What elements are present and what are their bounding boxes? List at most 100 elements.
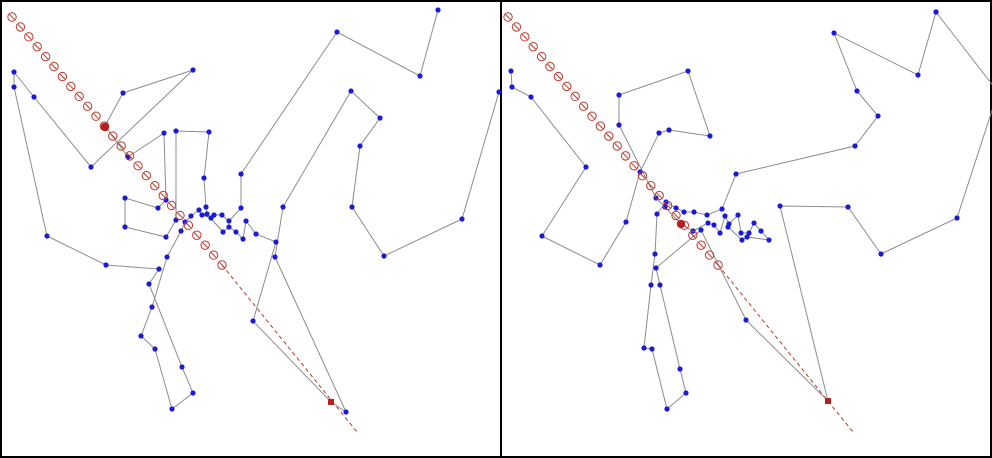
- sweep-marker-slash: [580, 103, 587, 110]
- sweep-marker-slash: [193, 232, 200, 239]
- city-node: [152, 346, 158, 352]
- city-node: [146, 281, 152, 287]
- sweep-marker-slash: [505, 14, 511, 20]
- city-node: [188, 213, 194, 219]
- city-node: [683, 390, 689, 396]
- city-node: [744, 234, 750, 240]
- sweep-marker: [511, 22, 522, 32]
- sweep-marker-slash: [664, 202, 671, 209]
- city-node: [649, 346, 655, 352]
- sweep-marker-slash: [34, 43, 41, 50]
- sweep-marker: [175, 210, 185, 221]
- city-node: [704, 212, 710, 218]
- sweep-marker-slash: [59, 73, 66, 80]
- sweep-marker-slash: [219, 262, 225, 268]
- city-node: [250, 318, 256, 324]
- sweep-marker-slash: [563, 83, 570, 90]
- city-node: [698, 227, 704, 233]
- sweep-marker: [66, 81, 76, 92]
- sweep-marker: [57, 71, 68, 82]
- city-node: [377, 115, 383, 121]
- city-node: [597, 262, 603, 268]
- sweep-marker-slash: [168, 202, 175, 209]
- city-node: [196, 207, 202, 213]
- city-node: [852, 143, 858, 149]
- city-node: [719, 206, 725, 212]
- city-node: [691, 209, 697, 215]
- sweep-marker: [520, 32, 530, 42]
- sweep-marker: [133, 161, 143, 171]
- city-node: [751, 220, 757, 226]
- sweep-marker: [166, 200, 177, 211]
- sweep-marker-slash: [605, 133, 612, 139]
- sweep-marker: [217, 260, 227, 270]
- city-node: [915, 72, 921, 78]
- sweep-marker-slash: [109, 133, 116, 139]
- city-node: [149, 304, 155, 310]
- city-node: [219, 212, 225, 218]
- city-node: [253, 231, 259, 237]
- city-node: [777, 203, 783, 209]
- city-node: [155, 205, 161, 211]
- city-node: [179, 364, 185, 370]
- sweep-marker: [32, 42, 42, 52]
- sweep-marker: [183, 220, 194, 231]
- city-node: [120, 90, 126, 96]
- city-node: [280, 204, 286, 210]
- city-node: [206, 129, 212, 135]
- sweep-marker: [570, 91, 580, 102]
- city-node: [31, 94, 37, 100]
- city-node: [733, 171, 739, 177]
- sweep-line-dashed: [717, 264, 854, 433]
- sweep-marker: [637, 171, 648, 181]
- sweep-marker-slash: [160, 192, 167, 199]
- city-node: [226, 218, 232, 224]
- city-node: [201, 175, 207, 181]
- city-node: [357, 143, 363, 149]
- sweep-marker: [24, 32, 34, 42]
- sweep-marker: [7, 12, 17, 22]
- sweep-marker: [646, 180, 656, 191]
- sweep-marker-slash: [185, 222, 192, 229]
- city-node: [348, 88, 354, 94]
- city-node: [173, 217, 179, 223]
- right-panel: [503, 9, 992, 433]
- city-node: [138, 333, 144, 339]
- sweep-marker: [208, 250, 219, 260]
- city-node: [616, 92, 622, 98]
- sweep-marker-slash: [597, 123, 604, 129]
- sweep-marker-slash: [715, 262, 721, 268]
- sweep-marker-slash: [202, 242, 209, 249]
- city-node: [190, 67, 196, 73]
- sweep-marker: [116, 141, 126, 151]
- city-node: [707, 133, 713, 139]
- city-node: [243, 218, 249, 224]
- sweep-marker-slash: [547, 63, 553, 70]
- sweep-marker-slash: [622, 153, 629, 159]
- sweep-marker: [503, 12, 513, 22]
- sweep-marker: [578, 101, 589, 111]
- city-node: [459, 216, 465, 222]
- right-panel-frame: [500, 0, 992, 458]
- city-node: [233, 229, 239, 235]
- city-node: [334, 29, 340, 35]
- city-node: [11, 69, 17, 75]
- city-node: [435, 7, 441, 13]
- city-node: [349, 204, 355, 210]
- city-node: [854, 88, 860, 94]
- city-node: [190, 390, 196, 396]
- city-node: [648, 282, 654, 288]
- sweep-marker: [124, 151, 135, 161]
- city-node: [11, 84, 17, 90]
- city-node: [509, 84, 515, 90]
- sweep-marker: [545, 61, 555, 72]
- city-node: [685, 68, 691, 74]
- city-node: [831, 30, 837, 36]
- city-node: [204, 211, 210, 217]
- sweep-marker: [40, 51, 51, 62]
- sweep-marker-slash: [76, 93, 83, 100]
- city-node: [381, 253, 387, 259]
- city-node: [664, 406, 670, 412]
- city-node: [163, 197, 169, 203]
